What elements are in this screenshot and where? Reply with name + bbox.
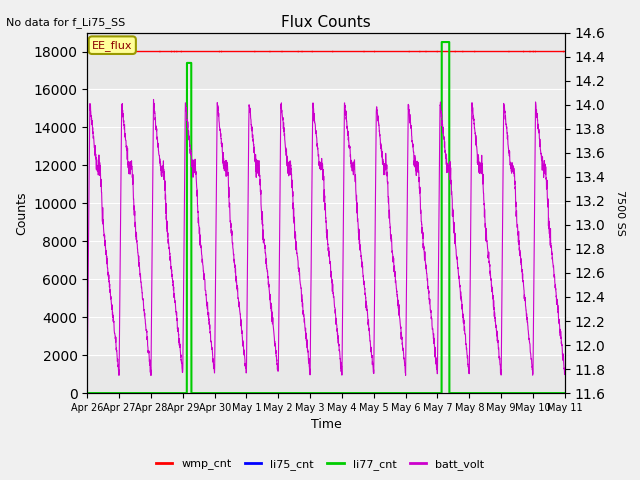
Title: Flux Counts: Flux Counts: [281, 15, 371, 30]
Y-axis label: Counts: Counts: [15, 191, 28, 235]
Legend: wmp_cnt, li75_cnt, li77_cnt, batt_volt: wmp_cnt, li75_cnt, li77_cnt, batt_volt: [151, 455, 489, 474]
Text: No data for f_Li75_SS: No data for f_Li75_SS: [6, 17, 125, 28]
Bar: [87, 89, 565, 355]
Text: EE_flux: EE_flux: [92, 40, 132, 51]
Y-axis label: 7500 SS: 7500 SS: [615, 190, 625, 236]
X-axis label: Time: Time: [310, 419, 341, 432]
